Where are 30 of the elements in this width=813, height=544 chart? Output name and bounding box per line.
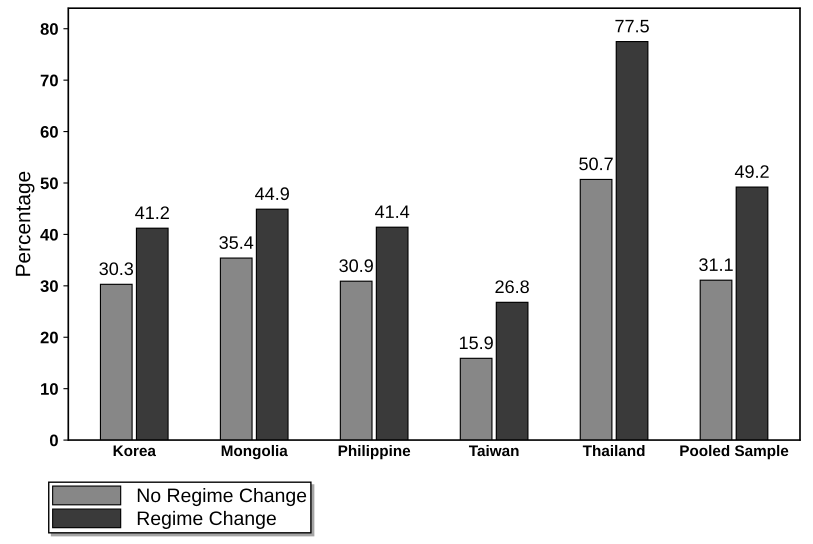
y-tick-label: 20: [40, 332, 58, 344]
y-tick-label: 80: [40, 23, 58, 35]
legend-label: Regime Change: [138, 510, 276, 529]
y-tick-label: 60: [40, 126, 58, 138]
data-label: 30.9: [339, 259, 373, 272]
x-tick-label: Pooled Sample: [680, 444, 788, 460]
data-label: 44.9: [255, 187, 289, 200]
y-tick-label: 30: [40, 280, 58, 292]
data-label: 41.2: [135, 206, 169, 219]
y-tick-label: 0: [50, 434, 58, 446]
data-label: 30.3: [99, 262, 134, 276]
data-label: 77.5: [615, 20, 649, 32]
y-tick-label: 50: [40, 177, 58, 190]
data-label: 50.7: [579, 157, 613, 170]
legend-label: No Regime Change: [138, 488, 306, 506]
y-axis-title: Percentage: [16, 172, 34, 276]
x-tick-label: Mongolia: [222, 444, 288, 460]
y-tick-label: 10: [41, 383, 58, 395]
data-label: 31.1: [699, 258, 733, 272]
x-tick-label: Philippine: [338, 444, 410, 460]
y-tick-label: 70: [40, 74, 58, 86]
data-label: 15.9: [460, 336, 493, 350]
y-tick-label: 40: [40, 228, 58, 241]
data-label: 41.4: [375, 205, 410, 218]
x-tick-label: Thailand: [582, 444, 644, 456]
x-tick-label: Taiwan: [468, 444, 519, 456]
data-label: 35.4: [219, 236, 254, 249]
data-label: 49.2: [734, 165, 769, 178]
x-tick-label: Korea: [114, 446, 156, 456]
data-label: 26.8: [495, 280, 529, 294]
